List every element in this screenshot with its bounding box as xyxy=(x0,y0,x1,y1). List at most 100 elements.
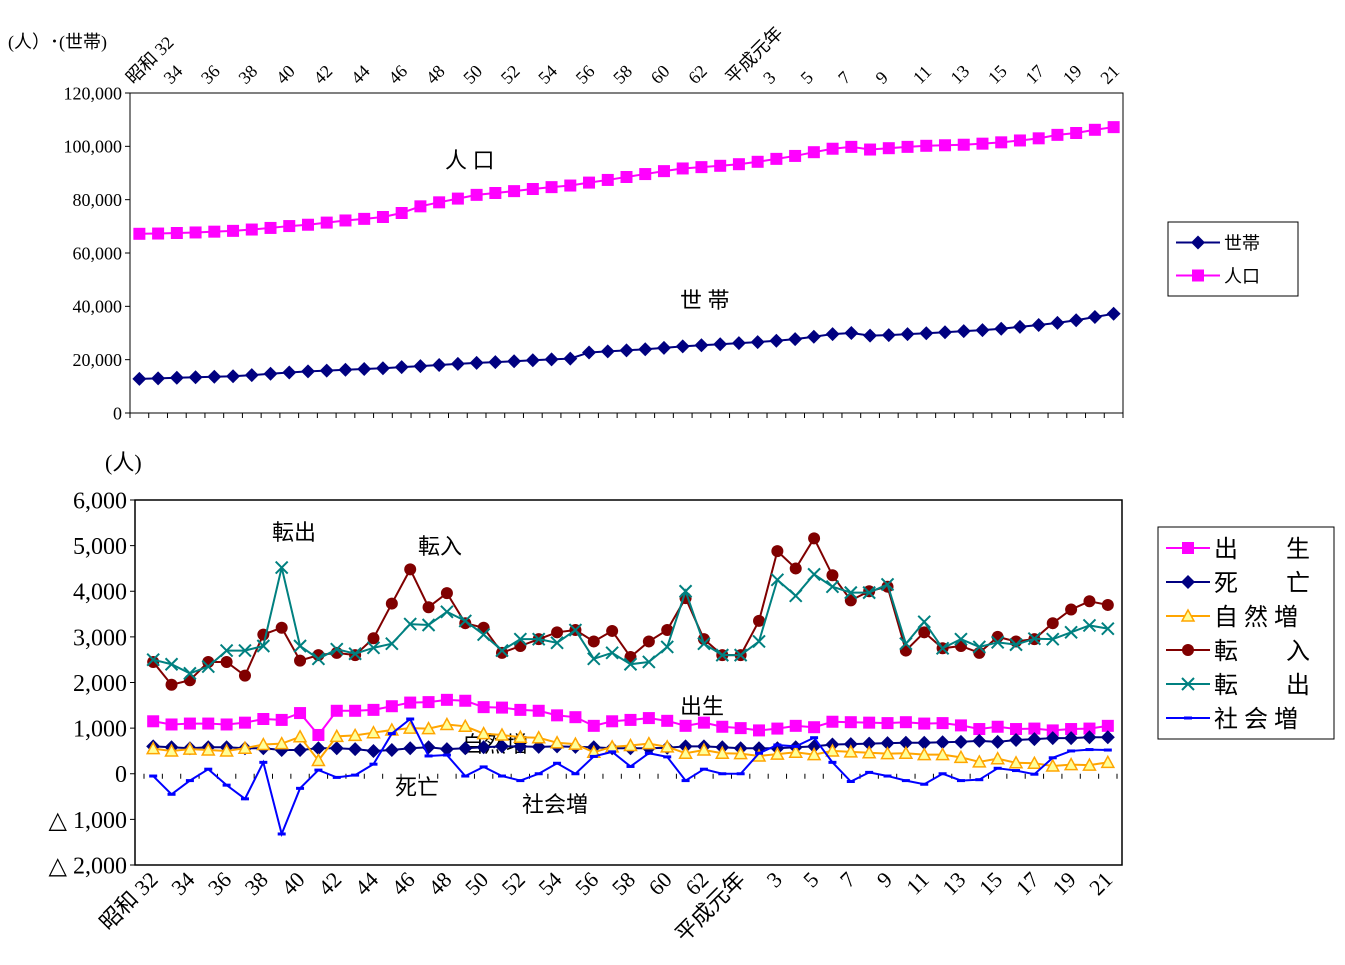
marker xyxy=(532,632,546,646)
marker xyxy=(1182,644,1194,656)
marker xyxy=(314,768,323,772)
marker xyxy=(656,340,671,355)
marker xyxy=(587,719,600,732)
x-tick-label: 13 xyxy=(937,867,970,900)
marker xyxy=(145,741,161,755)
marker xyxy=(806,747,822,761)
marker xyxy=(1009,637,1023,652)
marker xyxy=(898,745,914,759)
annotation: 出生 xyxy=(680,694,724,719)
marker xyxy=(1180,608,1196,622)
marker xyxy=(953,734,968,749)
marker xyxy=(1065,603,1078,616)
marker xyxy=(600,344,615,359)
marker xyxy=(479,765,488,769)
marker xyxy=(587,635,600,648)
marker xyxy=(1101,621,1115,636)
x-tick-label: 40 xyxy=(276,867,309,900)
marker xyxy=(1008,755,1024,769)
marker xyxy=(606,624,619,637)
marker xyxy=(204,767,213,771)
marker xyxy=(1181,575,1195,589)
marker xyxy=(516,779,525,783)
marker xyxy=(183,666,197,681)
marker xyxy=(788,332,803,347)
series xyxy=(133,121,1120,240)
marker xyxy=(954,632,968,646)
marker xyxy=(864,143,877,156)
marker xyxy=(1028,722,1041,735)
marker xyxy=(569,711,582,724)
marker xyxy=(312,728,325,741)
marker xyxy=(935,735,950,750)
marker xyxy=(384,743,399,758)
marker xyxy=(953,749,969,764)
marker xyxy=(296,786,305,790)
marker xyxy=(675,339,690,354)
marker xyxy=(385,597,398,610)
x-tick-label: 36 xyxy=(203,867,236,900)
marker xyxy=(461,774,470,778)
marker xyxy=(200,742,216,756)
x-tick-label: 42 xyxy=(313,867,346,900)
series xyxy=(147,693,1114,741)
annotation: 転入 xyxy=(418,534,462,559)
marker xyxy=(414,200,427,213)
marker xyxy=(458,614,472,628)
marker xyxy=(1192,269,1204,282)
marker xyxy=(1184,716,1192,720)
marker xyxy=(657,165,670,178)
marker xyxy=(773,743,782,747)
marker xyxy=(608,750,617,754)
marker xyxy=(292,729,308,743)
y-tick-label: 0 xyxy=(115,762,127,788)
marker xyxy=(147,715,160,728)
marker xyxy=(956,779,965,783)
marker xyxy=(226,369,241,384)
marker xyxy=(676,162,689,175)
marker xyxy=(311,741,326,756)
marker xyxy=(1010,723,1023,736)
marker xyxy=(753,614,766,627)
marker xyxy=(406,717,415,721)
marker xyxy=(1051,128,1064,141)
marker xyxy=(165,718,178,731)
marker xyxy=(201,659,215,674)
marker xyxy=(433,196,446,209)
legend-label: 出 生 xyxy=(1214,536,1310,563)
marker xyxy=(972,640,987,654)
marker xyxy=(275,621,288,634)
marker xyxy=(642,635,655,648)
x-tick-label: 5 xyxy=(797,67,818,88)
marker xyxy=(169,370,184,385)
marker xyxy=(976,137,989,150)
marker xyxy=(330,704,343,717)
x-tick-label: 平成元年 xyxy=(722,23,787,88)
marker xyxy=(245,223,258,236)
marker xyxy=(1088,123,1101,136)
y-tick-label: 60,000 xyxy=(73,243,123,263)
marker xyxy=(244,368,259,383)
marker xyxy=(715,648,729,662)
x-tick-label: 56 xyxy=(570,867,603,900)
annotation: 社会増 xyxy=(522,792,588,817)
marker xyxy=(439,742,454,757)
marker xyxy=(208,225,221,238)
y-tick-label: 4,000 xyxy=(73,580,127,606)
marker xyxy=(883,774,892,778)
marker xyxy=(638,342,653,357)
marker xyxy=(207,369,222,384)
marker xyxy=(1101,598,1114,611)
marker xyxy=(716,720,729,733)
marker xyxy=(300,364,315,379)
marker xyxy=(531,730,546,744)
marker xyxy=(164,743,179,757)
marker xyxy=(403,741,418,756)
marker xyxy=(862,736,877,751)
marker xyxy=(545,181,558,194)
marker xyxy=(202,717,215,730)
marker xyxy=(402,720,418,734)
marker xyxy=(606,715,619,728)
marker xyxy=(544,352,559,367)
marker xyxy=(1100,730,1115,745)
